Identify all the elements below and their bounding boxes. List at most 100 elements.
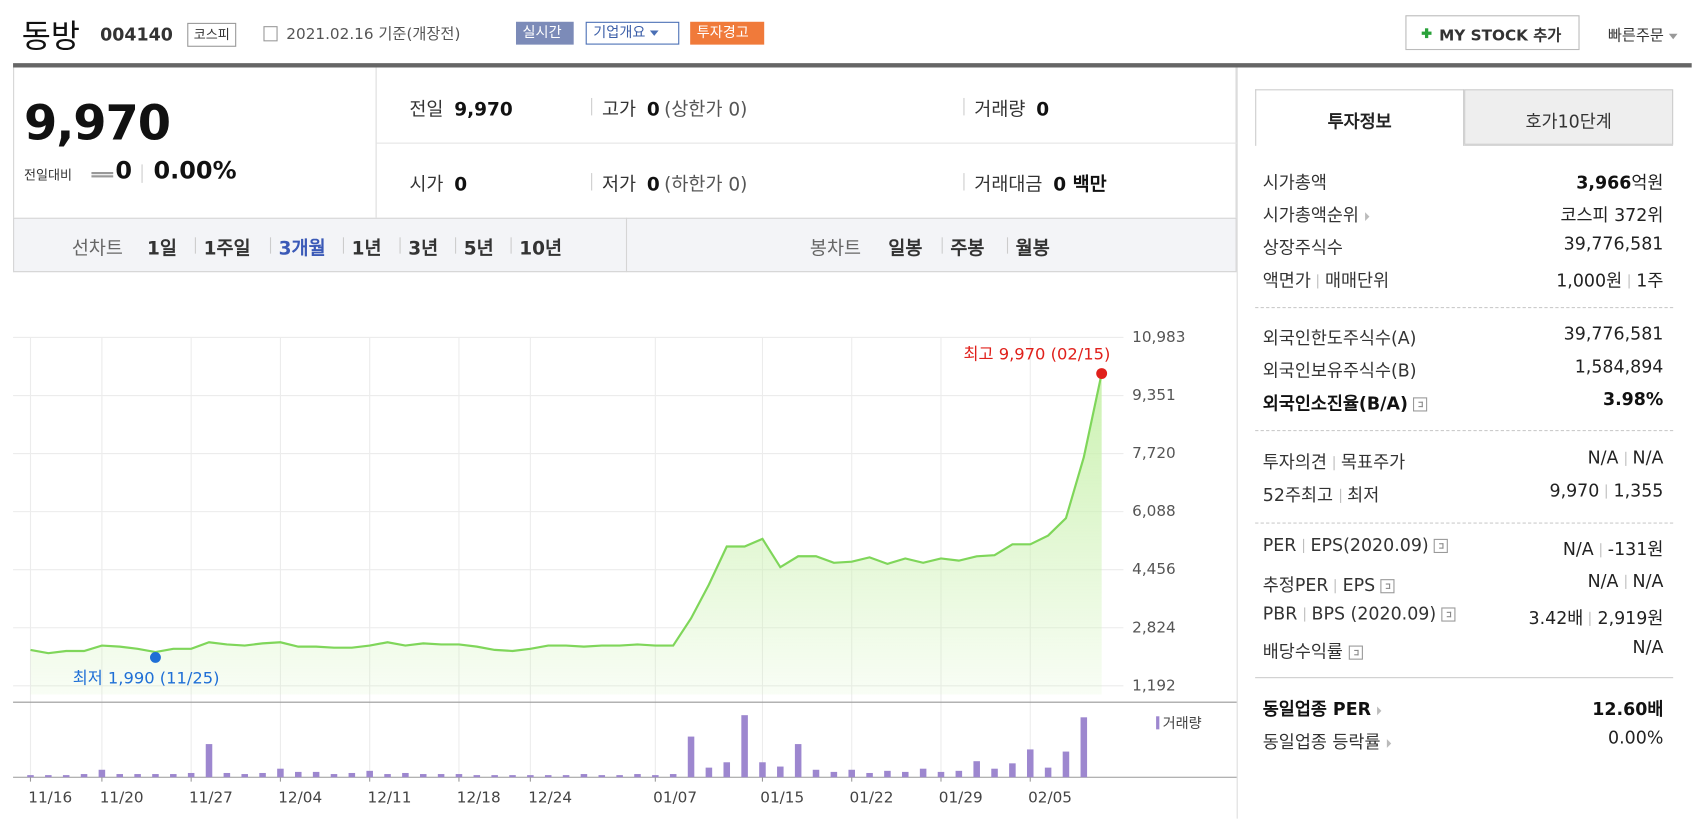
plus-v <box>1424 28 1429 39</box>
button-text: MY STOCK 추가 <box>1439 27 1562 45</box>
value-part: 1,355 <box>1613 480 1664 501</box>
divider <box>376 142 1237 144</box>
volume-bar <box>259 772 266 778</box>
label-part: PBR <box>1262 603 1298 624</box>
period-tab[interactable]: 5년 <box>463 238 494 261</box>
x-tick-label: 12/18 <box>457 788 501 806</box>
candle-tab[interactable]: 일봉 <box>888 238 923 261</box>
divider <box>591 97 593 116</box>
period-tab[interactable]: 1일 <box>146 238 177 261</box>
value-part: 3.98% <box>1602 388 1664 410</box>
label-part: 52주최고 <box>1262 484 1334 506</box>
volume-bar <box>1080 717 1088 778</box>
info-label: PBR BPS (2020.09) <box>1263 603 1456 624</box>
volume-bar <box>187 772 195 778</box>
volume-bar <box>991 768 998 778</box>
volume-bar <box>598 775 606 778</box>
divider <box>1605 484 1607 499</box>
label-part: 동일업종 등락률 <box>1262 731 1381 753</box>
x-tick-label: 11/20 <box>100 788 144 806</box>
tab-group-label: 선차트 <box>71 238 123 261</box>
volume-bar <box>473 775 481 778</box>
help-icon[interactable] <box>1441 607 1456 622</box>
y-tick-label: 1,192 <box>1132 676 1176 694</box>
divider <box>1303 607 1305 622</box>
tab-active[interactable]: 투자정보 <box>1255 89 1465 146</box>
period-tab[interactable]: 10년 <box>519 238 563 261</box>
info-label: 외국인한도주식수(A) <box>1263 323 1417 349</box>
label-part: 시가총액순위 <box>1262 204 1359 226</box>
candle-tab[interactable]: 주봉 <box>950 238 985 261</box>
quote-label: 저가 <box>601 174 637 196</box>
quote-item: 거래량 0 <box>974 94 1049 121</box>
change-rate: 0.00% <box>153 157 237 186</box>
info-value: 코스피 372위 <box>1560 200 1663 226</box>
volume-bar <box>455 774 463 778</box>
volume-bar <box>973 761 980 778</box>
value-part: N/A <box>1587 447 1619 469</box>
divider <box>1333 456 1335 471</box>
volume-bar <box>80 774 88 778</box>
volume-bar <box>509 775 516 778</box>
quote-value: 0 <box>646 174 660 196</box>
chart: 1,192 2,824 4,456 6,088 7,720 9,351 10,983 11/1… <box>13 328 1237 806</box>
divider <box>963 173 965 191</box>
period-tab[interactable]: 1년 <box>351 238 382 261</box>
info-label: 52주최고 최저 <box>1263 480 1379 506</box>
volume-bar <box>580 774 588 778</box>
quote-value: 0 <box>454 174 468 196</box>
info-label: 동일업종 등락률 <box>1263 727 1392 753</box>
tab[interactable]: 호가10단계 <box>1464 89 1674 145</box>
help-icon[interactable] <box>1434 538 1449 554</box>
volume-bar <box>937 771 945 778</box>
tab-text: 호가10단계 <box>1525 111 1612 132</box>
divider <box>591 173 593 191</box>
help-icon[interactable] <box>1380 579 1395 594</box>
info-value: 1,000원 1주 <box>1556 266 1663 292</box>
info-value: 3.42배 2,919원 <box>1529 603 1664 629</box>
quote-label: 거래량 <box>974 99 1026 121</box>
info-label: 시가총액순위 <box>1263 200 1370 226</box>
divider <box>455 237 457 254</box>
info-label: 액면가 매매단위 <box>1263 266 1389 292</box>
volume-bar <box>830 771 838 778</box>
my-stock-button[interactable]: MY STOCK 추가 <box>1405 15 1580 51</box>
info-label: 추정PER EPS <box>1263 570 1395 596</box>
quote-label: 거래대금 <box>974 174 1043 196</box>
volume-bar <box>794 744 802 778</box>
volume-bar <box>241 774 248 778</box>
volume-bar <box>652 775 659 778</box>
info-value: N/A N/A <box>1588 447 1664 468</box>
price-line <box>30 373 1103 655</box>
help-icon[interactable] <box>1348 645 1363 660</box>
company-badge[interactable]: 기업개요 <box>585 21 680 45</box>
legend-label: 거래량 <box>1163 716 1202 732</box>
info-label: 시가총액 <box>1263 168 1327 194</box>
candle-tab[interactable]: 월봉 <box>1015 238 1050 261</box>
price-area <box>30 373 1102 695</box>
market-tag: 코스피 <box>187 22 237 47</box>
realtime-badge[interactable]: 실시간 <box>515 21 574 45</box>
volume-bar <box>562 775 570 778</box>
divider <box>141 164 143 183</box>
volume-bar <box>723 762 731 778</box>
group-divider <box>1255 522 1674 524</box>
divider <box>963 97 965 116</box>
info-value: N/A -131원 <box>1563 535 1664 561</box>
period-tab[interactable]: 1주일 <box>203 238 251 261</box>
change: 0 <box>115 157 133 186</box>
calendar-icon <box>263 26 278 42</box>
value-part: N/A <box>1587 570 1619 592</box>
period-tab[interactable]: 3개월 <box>278 238 326 261</box>
annotation: 최저 1,990 (11/25) <box>73 669 220 688</box>
info-label: PER EPS(2020.09) <box>1263 534 1449 556</box>
quick-order[interactable]: 빠른주문 <box>1607 24 1678 46</box>
label-part: EPS(2020.09) <box>1310 534 1429 556</box>
quick-order-text: 빠른주문 <box>1607 27 1664 45</box>
caret <box>649 30 659 36</box>
help-icon[interactable] <box>1413 397 1428 412</box>
stock-name: 동방 <box>21 17 80 55</box>
quote-note: (상한가 0) <box>664 99 748 121</box>
period-tab[interactable]: 3년 <box>408 238 439 261</box>
